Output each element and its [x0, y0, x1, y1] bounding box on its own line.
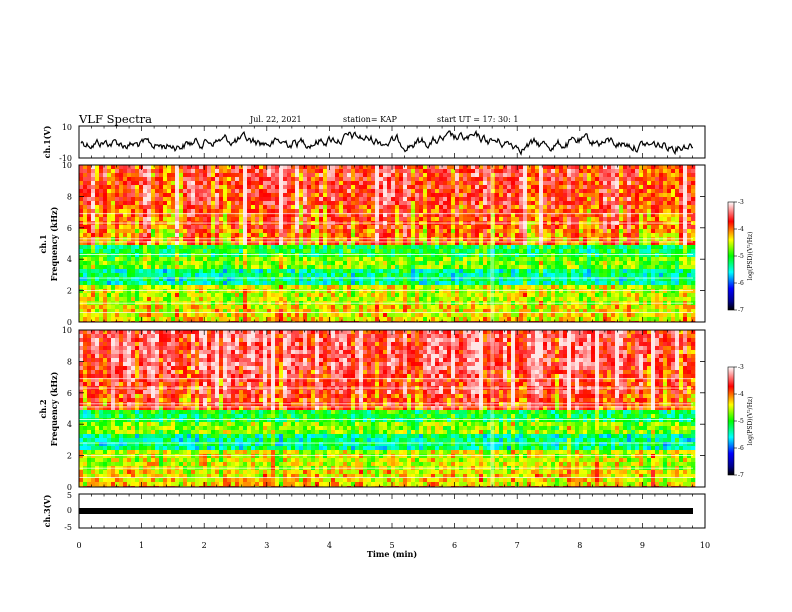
- x-tick-label-3: 3: [264, 541, 269, 550]
- ch1-ytick-bottom: -10: [59, 154, 72, 163]
- y-tick-label-10: 10: [62, 161, 72, 170]
- colorbar-tick-label--6: -6: [738, 280, 744, 287]
- ch2-colorbar: -3 -4 -5 -6 -7 log(PSD)(V²/Hz): [727, 364, 754, 479]
- ch2-spec-ylabel-frequency: Frequency (kHz): [49, 371, 59, 446]
- x-tick-label-10: 10: [700, 541, 710, 550]
- ch1-waveform-line: [80, 129, 694, 156]
- ch1-ytick-top: 10: [62, 123, 72, 132]
- ch1-waveform-panel: 10 -10 ch.1(V): [42, 123, 706, 163]
- y-tick-label-2: 2: [67, 452, 72, 461]
- colorbar-tick-label--4: -4: [738, 391, 744, 398]
- y-tick-label-2: 2: [67, 287, 72, 296]
- x-tick-label-4: 4: [327, 541, 332, 550]
- ch2-spec-ylabel-channel: ch.2: [38, 399, 48, 418]
- ch3-waveform-ticks: [78, 494, 706, 528]
- colorbar-tick-label--3: -3: [738, 364, 744, 371]
- x-tick-label-0: 0: [76, 541, 81, 550]
- colorbar-tick-label--5: -5: [738, 253, 744, 260]
- start-time-label: start UT = 17: 30: 1: [437, 115, 518, 124]
- colorbar-tick-label--4: -4: [738, 226, 744, 233]
- ch1-spec-ylabel-frequency: Frequency (kHz): [49, 206, 59, 281]
- ch1-colorbar: -3 -4 -5 -6 -7 log(PSD)(V²/Hz): [727, 199, 754, 314]
- colorbar-tick-label--7: -7: [738, 307, 744, 314]
- y-tick-label-6: 6: [67, 389, 72, 398]
- y-tick-label-8: 8: [67, 357, 72, 366]
- x-tick-label-9: 9: [640, 541, 645, 550]
- x-tick-label-7: 7: [515, 541, 520, 550]
- ch3-ytick-mid: 0: [67, 506, 72, 515]
- ch3-waveform-band: [79, 508, 693, 514]
- y-tick-label-8: 8: [67, 192, 72, 201]
- x-tick-label-5: 5: [389, 541, 394, 550]
- y-tick-label-0: 0: [67, 318, 72, 327]
- x-axis-label: Time (min): [367, 549, 417, 559]
- ch1-spectrogram-image: [79, 165, 705, 322]
- x-tick-label-2: 2: [202, 541, 207, 550]
- x-tick-label-6: 6: [452, 541, 457, 550]
- ch1-spectrogram-yticks: 0 2 4 6 8 10: [62, 161, 705, 327]
- ch2-colorbar-ticks: -3 -4 -5 -6 -7: [734, 364, 744, 479]
- ch2-colorbar-label: log(PSD)(V²/Hz): [747, 397, 754, 446]
- ch3-waveform-panel: 5 0 -5 ch.3(V): [42, 491, 706, 532]
- ch3-ytick-bottom: -5: [64, 523, 72, 532]
- ch3-ylabel: ch.3(V): [42, 494, 52, 527]
- figure-title: VLF Spectra: [78, 112, 152, 126]
- x-tick-label-1: 1: [139, 541, 144, 550]
- ch1-ylabel: ch.1(V): [42, 125, 52, 158]
- date-label: Jul. 22, 2021: [249, 115, 302, 124]
- y-tick-label-4: 4: [67, 255, 72, 264]
- colorbar-tick-label--6: -6: [738, 445, 744, 452]
- y-tick-label-6: 6: [67, 224, 72, 233]
- ch2-spectrogram-xticks: [78, 330, 706, 487]
- colorbar-tick-label--7: -7: [738, 472, 744, 479]
- ch1-colorbar-label: log(PSD)(V²/Hz): [747, 232, 754, 281]
- colorbar-tick-label--5: -5: [738, 418, 744, 425]
- colorbar-tick-label--3: -3: [738, 199, 744, 206]
- ch3-ytick-top: 5: [67, 491, 72, 500]
- ch1-waveform-ticks: [78, 126, 706, 158]
- y-tick-label-4: 4: [67, 420, 72, 429]
- ch1-spec-ylabel-channel: ch.1: [38, 234, 48, 253]
- ch1-spectrogram-xticks: [78, 165, 706, 322]
- ch1-colorbar-ticks: -3 -4 -5 -6 -7: [734, 199, 744, 314]
- x-axis-tick-labels: 0 1 2 3 4 5 6 7 8 9 10: [76, 541, 710, 550]
- y-tick-label-0: 0: [67, 483, 72, 492]
- ch2-spectrogram-yticks: 0 2 4 6 8 10: [62, 326, 705, 492]
- ch2-spectrogram-panel: 0 2 4 6 8 10 ch.2 Frequency (kHz): [38, 326, 706, 492]
- station-label: station= KAP: [343, 115, 398, 124]
- y-tick-label-10: 10: [62, 326, 72, 335]
- x-tick-label-8: 8: [577, 541, 582, 550]
- ch1-spectrogram-panel: 0 2 4 6 8 10 ch.1 Frequency (kHz): [38, 161, 706, 327]
- ch2-spectrogram-image: [79, 330, 705, 487]
